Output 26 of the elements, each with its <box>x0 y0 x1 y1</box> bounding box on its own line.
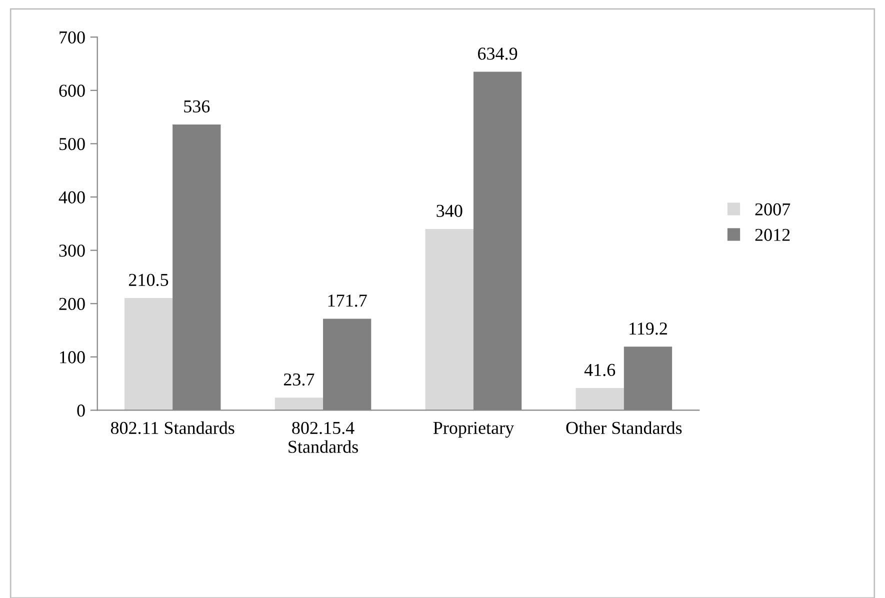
x-tick-label: 802.15.4 Standards <box>288 422 358 453</box>
y-tick-label: 600 <box>59 84 85 97</box>
data-label: 119.2 <box>630 322 667 335</box>
bar <box>274 398 324 410</box>
y-tick-label: 400 <box>58 191 85 204</box>
data-label: 23.7 <box>284 373 314 386</box>
y-tick-label: 200 <box>59 298 85 310</box>
data-label: 340 <box>436 204 462 217</box>
data-label: 634.9 <box>478 48 518 60</box>
bar <box>425 228 474 410</box>
y-tick-label: 100 <box>60 351 85 364</box>
x-tick-label: 802.11 Standards <box>110 421 234 434</box>
legend-label: 2007 <box>755 203 790 216</box>
data-label: 536 <box>184 100 210 112</box>
data-label: 41.6 <box>584 364 616 376</box>
y-tick-label: 700 <box>60 31 85 44</box>
x-tick-label: Proprietary <box>433 422 514 438</box>
legend-label: 2012 <box>755 228 790 241</box>
x-tick-label: Other Standards <box>566 421 682 434</box>
data-label: 171.7 <box>328 294 367 307</box>
y-tick-label: 0 <box>77 404 85 417</box>
bar <box>576 388 624 410</box>
bar <box>124 298 173 410</box>
y-tick-label: 300 <box>59 244 85 257</box>
y-tick-label: 500 <box>60 138 85 150</box>
data-label: 210.5 <box>128 274 168 286</box>
